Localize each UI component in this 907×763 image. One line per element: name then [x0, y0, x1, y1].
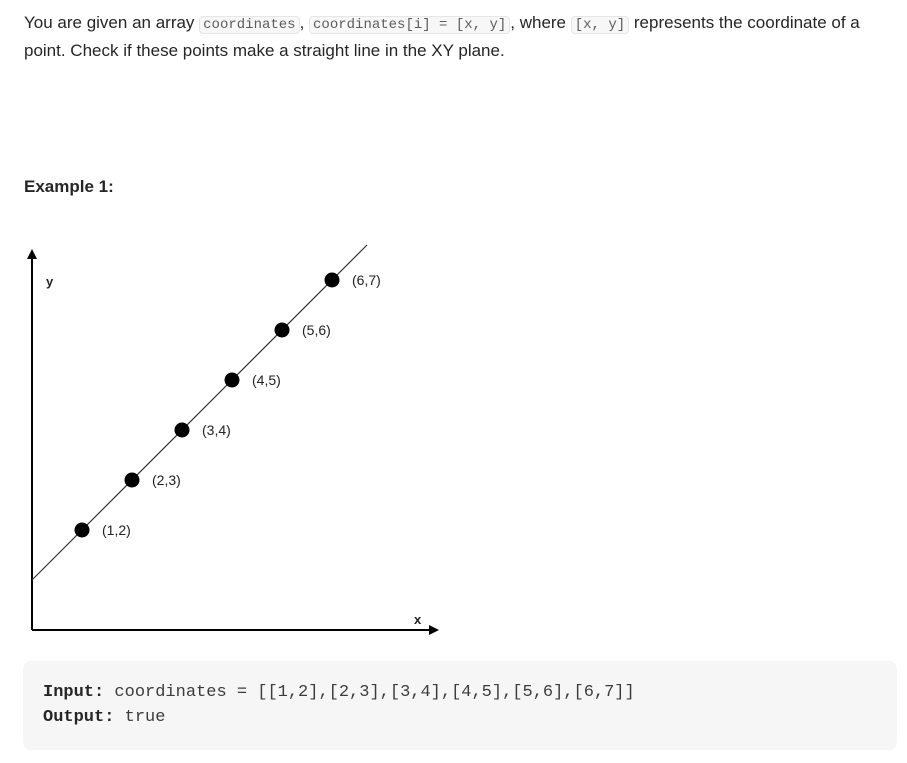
straight-line	[31, 244, 368, 581]
point-label-1: (1,2)	[102, 522, 131, 538]
example-chart: x y (1,2) (2,3) (3,4) (4,5) (5,6) (6,7)	[27, 244, 439, 635]
point-label-4: (4,5)	[252, 372, 281, 388]
problem-text: You are given an array	[24, 13, 200, 32]
input-value: coordinates = [[1,2],[2,3],[3,4],[4,5],[…	[114, 683, 635, 702]
input-label: Input:	[43, 683, 105, 702]
data-point-3	[174, 422, 190, 438]
point-label-6: (6,7)	[352, 272, 381, 288]
y-axis-label: y	[46, 274, 54, 289]
problem-text: represents the coordinate of a point. Ch…	[24, 13, 860, 60]
point-label-2: (2,3)	[152, 472, 181, 488]
point-label-3: (3,4)	[202, 422, 231, 438]
data-point-1	[74, 522, 90, 538]
output-value: true	[124, 708, 166, 727]
data-point-2	[124, 472, 140, 488]
problem-description: You are given an array coordinates, coor…	[24, 10, 894, 63]
problem-text: , where	[510, 13, 571, 32]
example-heading: Example 1:	[24, 177, 114, 196]
data-points: (1,2) (2,3) (3,4) (4,5) (5,6) (6,7)	[74, 272, 381, 538]
inline-code: coordinates	[199, 16, 300, 34]
problem-text: ,	[299, 13, 310, 32]
example-code-block: Input: coordinates = [[1,2],[2,3],[3,4],…	[23, 661, 897, 750]
data-point-4	[224, 372, 240, 388]
data-point-6	[324, 272, 340, 288]
output-line: Output: true	[43, 705, 877, 730]
point-label-5: (5,6)	[302, 322, 331, 338]
output-label: Output:	[43, 708, 115, 727]
x-axis-label: x	[414, 612, 422, 627]
data-point-5	[274, 322, 290, 338]
input-line: Input: coordinates = [[1,2],[2,3],[3,4],…	[43, 680, 877, 705]
inline-code: [x, y]	[570, 16, 630, 34]
inline-code: coordinates[i] = [x, y]	[309, 16, 511, 34]
